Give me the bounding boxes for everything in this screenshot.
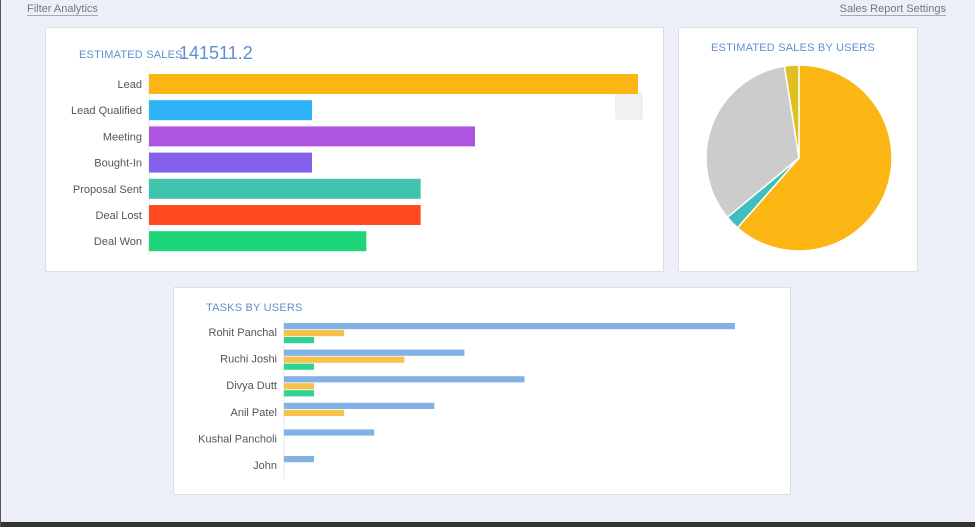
estimated-sales-total: 141511.2 (179, 43, 253, 63)
user-label-john: John (253, 460, 277, 472)
tasks-by-users-title: TASKS BY USERS (206, 302, 303, 314)
bar-divya-dutt-series-1[interactable] (284, 376, 525, 383)
bar-deal-lost[interactable] (149, 205, 421, 225)
bar-anil-patel-series-2[interactable] (284, 409, 345, 416)
bar-divya-dutt-series-2[interactable] (284, 383, 315, 390)
estimated-sales-title: ESTIMATED SALES (79, 49, 183, 61)
sales-by-users-title: ESTIMATED SALES BY USERS (711, 42, 875, 54)
category-label-deal-won: Deal Won (94, 236, 142, 248)
bar-lead[interactable] (149, 74, 638, 94)
pie-slice-4[interactable] (783, 64, 800, 159)
category-label-proposal-sent: Proposal Sent (73, 184, 142, 196)
sales-by-users-pie-chart (705, 64, 893, 252)
category-label-meeting: Meeting (103, 131, 142, 143)
bar-rohit-panchal-series-1[interactable] (284, 323, 735, 330)
hover-highlight (615, 92, 643, 120)
estimated-sales-card: ESTIMATED SALES 141511.2 Lead Lead Qualif… (45, 27, 664, 272)
bar-proposal-sent[interactable] (149, 178, 421, 199)
pie-slice-3[interactable] (705, 65, 800, 219)
bar-anil-patel-series-1[interactable] (284, 402, 435, 409)
user-label-ruchi-joshi: Ruchi Joshi (220, 354, 277, 366)
category-label-deal-lost: Deal Lost (96, 210, 142, 222)
category-label-bought-in: Bought-In (94, 158, 142, 170)
bar-bought-in[interactable] (149, 152, 312, 173)
bar-john-series-1[interactable] (284, 456, 315, 463)
bar-ruchi-joshi-series-2[interactable] (284, 356, 405, 363)
bar-lead-qualified[interactable] (149, 100, 312, 121)
bar-deal-won[interactable] (149, 231, 367, 252)
filter-analytics-link[interactable]: Filter Analytics (27, 3, 98, 16)
estimated-sales-chart: Lead Lead Qualified Meeting Bought-In Propos… (71, 70, 638, 256)
bar-kushal-pancholi-series-1[interactable] (284, 429, 375, 436)
sales-by-users-card: ESTIMATED SALES BY USERS (678, 27, 918, 272)
bar-ruchi-joshi-series-1[interactable] (284, 349, 465, 356)
pie-slice-1[interactable] (736, 64, 893, 252)
tasks-by-users-chart: Rohit Panchal Ruchi Joshi Divya Dutt Anil P… (198, 320, 735, 479)
sales-report-settings-link[interactable]: Sales Report Settings (839, 3, 946, 16)
category-label-lead-qualified: Lead Qualified (71, 105, 142, 117)
bar-divya-dutt-series-3[interactable] (284, 390, 315, 397)
taskbar-strip (1, 522, 975, 527)
bar-meeting[interactable] (149, 126, 475, 147)
bar-ruchi-joshi-series-3[interactable] (284, 363, 315, 370)
user-label-divya-dutt: Divya Dutt (226, 380, 277, 392)
tasks-by-users-card: TASKS BY USERS Rohit Panchal Ruchi Joshi D… (173, 287, 791, 495)
bar-rohit-panchal-series-3[interactable] (284, 337, 315, 344)
user-label-rohit-panchal: Rohit Panchal (209, 327, 278, 339)
user-label-anil-patel: Anil Patel (231, 407, 277, 419)
user-label-kushal-pancholi: Kushal Pancholi (198, 433, 277, 445)
category-label-lead: Lead (118, 79, 142, 91)
bar-rohit-panchal-series-2[interactable] (284, 330, 345, 337)
